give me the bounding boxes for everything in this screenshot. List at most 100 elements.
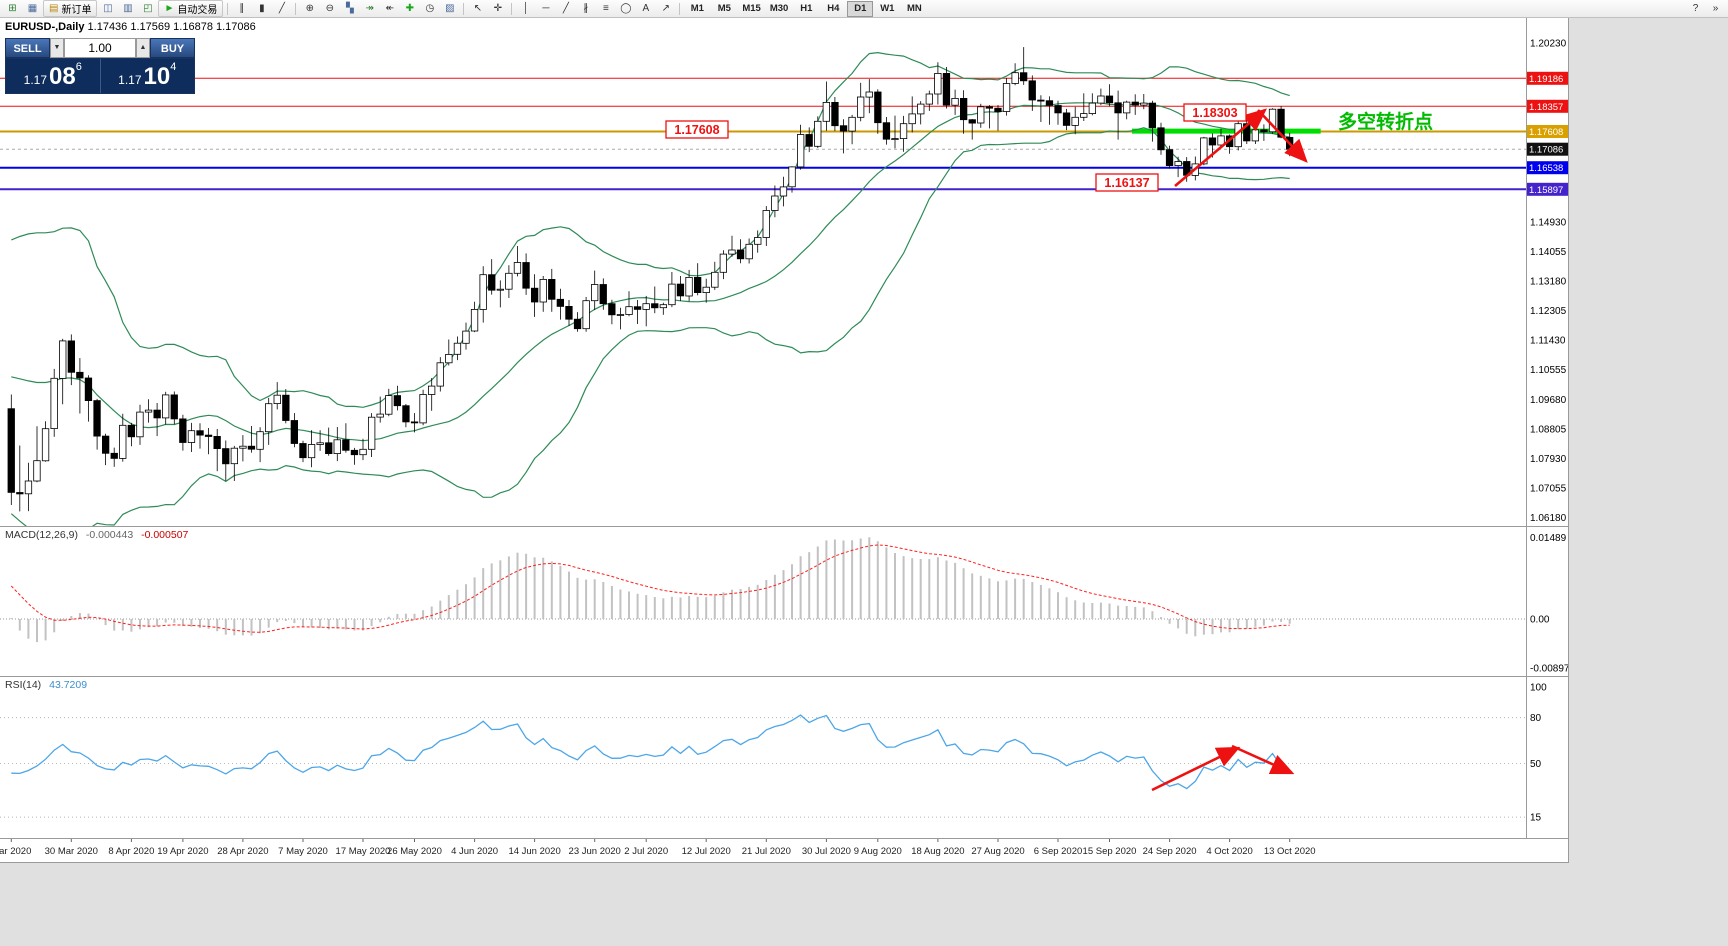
fibonacci-icon[interactable]: ≡ (602, 3, 609, 14)
navigator-icon[interactable]: ◰ (143, 3, 153, 14)
toolbar-separator (511, 2, 513, 15)
sell-price-big: 08 (49, 63, 76, 90)
timeframe-button-m5[interactable]: M5 (717, 2, 731, 14)
auto-trading-button[interactable]: ► 自动交易 (158, 0, 224, 17)
svg-text:1.07055: 1.07055 (1530, 483, 1567, 494)
price-annotation-box[interactable]: 1.18303 (1183, 103, 1247, 122)
data-window-icon[interactable]: ▥ (123, 3, 133, 14)
price-tag: 1.15897 (1527, 182, 1568, 196)
price-annotation-box[interactable]: 1.17608 (665, 120, 729, 139)
svg-text:-0.00897: -0.00897 (1530, 664, 1568, 675)
svg-text:1.09680: 1.09680 (1530, 395, 1567, 406)
buy-price-big: 10 (143, 63, 171, 90)
text-label-icon[interactable]: A (642, 3, 650, 14)
svg-text:30 Jul 2020: 30 Jul 2020 (802, 846, 851, 857)
zoom-in-icon[interactable]: ⊕ (305, 3, 315, 14)
new-chart-icon[interactable]: ⊞ (8, 3, 17, 14)
buy-price[interactable]: 1.17 10 4 (99, 59, 195, 93)
timeframe-button-w1[interactable]: W1 (880, 2, 895, 14)
price-tag: 1.16538 (1527, 161, 1568, 175)
templates-icon[interactable]: ▨ (445, 3, 455, 14)
price-tag: 1.17608 (1527, 125, 1568, 138)
svg-text:19 Apr 2020: 19 Apr 2020 (157, 846, 208, 857)
sell-button[interactable]: SELL (5, 38, 50, 58)
shapes-icon[interactable]: ◯ (620, 3, 632, 14)
timeframe-button-h4[interactable]: H4 (827, 2, 840, 14)
bollinger-upper (11, 51, 1290, 408)
buy-button[interactable]: BUY (150, 38, 195, 58)
svg-text:1.13180: 1.13180 (1530, 277, 1567, 288)
toolbar-separator (679, 2, 681, 15)
volume-up-button[interactable]: ▲ (136, 38, 150, 58)
rsi-pane (0, 714, 1526, 818)
chart-canvas[interactable]: 1.20230 1.14930 1.14055 1.13180 1.12305 1.114… (0, 18, 1568, 862)
timeframe-button-m30[interactable]: M30 (769, 2, 789, 14)
svg-text:1.19186: 1.19186 (1529, 74, 1563, 85)
trend-arrow (1174, 108, 1267, 187)
toolbar-overflow-icon[interactable]: » (1712, 3, 1719, 14)
auto-trading-button-label: 自动交易 (177, 5, 218, 16)
chart-window[interactable]: 1.20230 1.14930 1.14055 1.13180 1.12305 1.114… (0, 18, 1569, 863)
volume-input[interactable] (64, 38, 136, 58)
candlestick-chart-icon[interactable]: ▮ (259, 3, 265, 14)
zoom-out-icon[interactable]: ⊖ (325, 3, 335, 14)
indicators-icon[interactable]: ✚ (405, 3, 415, 14)
price-annotation-box[interactable]: 1.16137 (1095, 173, 1159, 192)
svg-text:50: 50 (1530, 759, 1542, 770)
timeframe-button-mn[interactable]: MN (906, 2, 922, 14)
arrows-tool-icon[interactable]: ↗ (661, 3, 671, 14)
periods-icon[interactable]: ◷ (425, 3, 435, 14)
help-icon[interactable]: ? (1692, 3, 1699, 14)
market-watch-icon[interactable]: ◫ (103, 3, 113, 14)
cursor-icon[interactable]: ↖ (473, 3, 483, 14)
price-axis[interactable]: 1.20230 1.14930 1.14055 1.13180 1.12305 1.114… (1527, 39, 1568, 824)
price-tag: 1.18357 (1527, 99, 1568, 113)
ohlc-values: 1.17436 1.17569 1.16878 1.17086 (87, 21, 256, 33)
svg-text:1.14930: 1.14930 (1530, 218, 1567, 229)
svg-text:1.15897: 1.15897 (1529, 185, 1563, 196)
new-order-button[interactable]: ▤ 新订单 (43, 0, 98, 17)
tile-windows-icon[interactable]: ▚ (346, 3, 354, 14)
svg-text:1.18303: 1.18303 (1192, 106, 1237, 120)
svg-text:1.17086: 1.17086 (1529, 145, 1563, 156)
svg-text:30 Mar 2020: 30 Mar 2020 (45, 846, 98, 857)
svg-text:24 Sep 2020: 24 Sep 2020 (1143, 846, 1197, 857)
trend-arrow (1257, 109, 1308, 163)
timeframe-button-m1[interactable]: M1 (690, 2, 704, 14)
svg-text:4 Jun 2020: 4 Jun 2020 (451, 846, 498, 857)
auto-scroll-icon[interactable]: ↠ (365, 3, 375, 14)
svg-text:1.16538: 1.16538 (1529, 163, 1563, 174)
timeframe-button-m15[interactable]: M15 (742, 2, 761, 14)
sell-price[interactable]: 1.17 08 6 (6, 59, 100, 93)
svg-text:28 Apr 2020: 28 Apr 2020 (217, 846, 268, 857)
svg-text:27 Aug 2020: 27 Aug 2020 (971, 846, 1024, 857)
timeframe-button-h1[interactable]: H1 (800, 2, 813, 14)
svg-text:7 May 2020: 7 May 2020 (278, 846, 328, 857)
line-chart-icon[interactable]: ╱ (278, 3, 285, 14)
rsi-name: RSI(14) (5, 679, 42, 691)
horizontal-line-icon[interactable]: ─ (542, 3, 550, 14)
bollinger-middle (11, 102, 1290, 442)
svg-text:Mar 2020: Mar 2020 (0, 846, 31, 857)
vertical-line-icon[interactable]: │ (522, 3, 529, 14)
bar-chart-icon[interactable]: ∥ (239, 3, 245, 14)
svg-text:23 Jun 2020: 23 Jun 2020 (569, 846, 621, 857)
volume-down-button[interactable]: ▼ (50, 38, 64, 58)
trendline-icon[interactable]: ╱ (562, 3, 569, 14)
one-click-trading-panel: SELL ▼ ▲ BUY 1.17 08 6 1.17 10 4 (5, 38, 195, 94)
svg-text:15: 15 (1530, 813, 1542, 824)
toolbar-separator (463, 2, 465, 15)
crosshair-icon[interactable]: ✛ (493, 3, 503, 14)
timeframe-button-d1[interactable]: D1 (847, 0, 874, 17)
chart-shift-icon[interactable]: ↞ (385, 3, 395, 14)
channel-icon[interactable]: ∦ (583, 3, 589, 14)
profiles-icon[interactable]: ▦ (27, 3, 38, 14)
symbol-timeframe-label: EURUSD-,Daily (5, 21, 85, 33)
rsi-trend-arrow (1151, 746, 1241, 792)
auto-trading-icon: ► (164, 3, 175, 14)
turning-point-note[interactable]: 多空转折点 (1338, 110, 1433, 133)
svg-text:2 Jul 2020: 2 Jul 2020 (624, 846, 668, 857)
svg-text:17 May 2020: 17 May 2020 (336, 846, 391, 857)
workspace-background-right (1569, 18, 1728, 946)
